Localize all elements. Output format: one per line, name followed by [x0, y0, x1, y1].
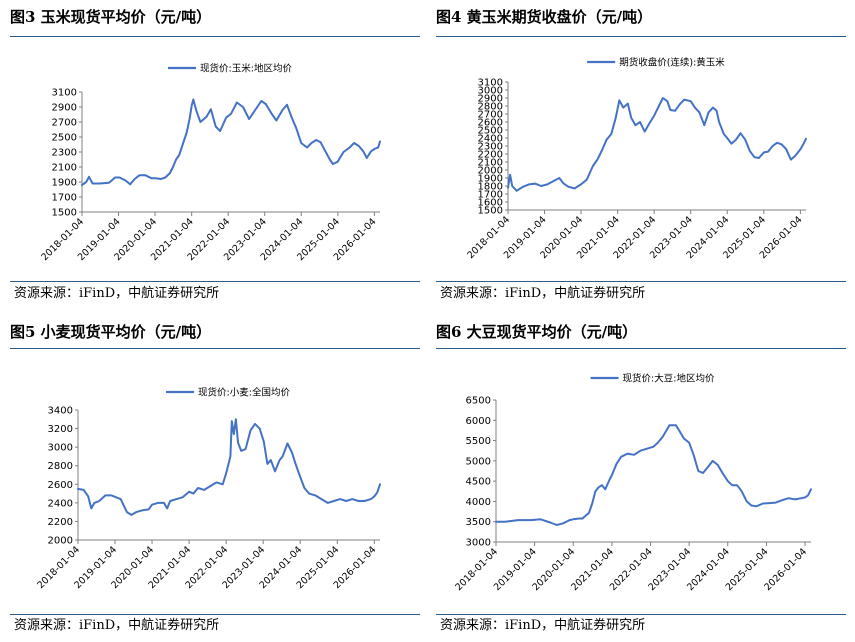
title-rule: [10, 36, 420, 37]
legend-label: 现货价:大豆:地区均价: [623, 373, 715, 385]
y-tick-label: 2000: [478, 166, 503, 177]
y-tick-label: 2800: [48, 461, 73, 472]
y-tick-label: 3200: [48, 424, 73, 435]
y-tick-label: 2300: [52, 148, 77, 159]
chart-panel-corn-futures: 图4 黄玉米期货收盘价（元/吨） 1500 1600 1700 1800 1900 200…: [436, 0, 846, 310]
bottom-rule: [10, 281, 420, 282]
y-tick-label: 5000: [466, 456, 491, 467]
y-tick-label: 1700: [52, 193, 77, 204]
y-tick-label: 3100: [478, 78, 503, 89]
y-tick-label: 2900: [478, 94, 503, 105]
y-tick-label: 1700: [478, 190, 503, 201]
y-tick-label: 6500: [466, 396, 491, 407]
title-rule: [10, 348, 420, 349]
panel-title: 图5 小麦现货平均价（元/吨）: [10, 323, 212, 341]
legend: 现货价:大豆:地区均价: [590, 373, 715, 385]
series-line: [77, 418, 381, 516]
panel-title: 图3 玉米现货平均价（元/吨）: [10, 8, 212, 26]
y-tick-label: 4500: [466, 477, 491, 488]
source-note: 资源来源：iFinD，中航证券研究所: [440, 286, 646, 301]
y-tick-label: 3500: [466, 517, 491, 528]
bottom-rule: [10, 614, 420, 615]
y-tick-label: 1500: [52, 208, 77, 219]
y-tick-label: 2200: [478, 150, 503, 161]
y-tick-label: 4000: [466, 497, 491, 508]
series-line: [507, 97, 807, 192]
legend: 现货价:小麦:全国均价: [166, 387, 290, 399]
legend: 期货收盘价(连续):黄玉米: [587, 57, 725, 69]
y-tick-label: 2000: [48, 536, 73, 547]
bottom-rule: [436, 281, 846, 282]
legend-label: 现货价:小麦:全国均价: [198, 387, 290, 399]
y-tick-label: 2800: [478, 102, 503, 113]
y-tick-label: 2400: [48, 498, 73, 509]
title-rule: [436, 36, 846, 37]
y-tick-label: 2400: [478, 134, 503, 145]
y-tick-label: 5500: [466, 436, 491, 447]
chart-panel-corn-spot: 图3 玉米现货平均价（元/吨） 1500 1700 1900 2100 2300 2500…: [10, 0, 420, 310]
line-chart: 300035004000450050005500600065002018-01-…: [453, 373, 812, 593]
panel-title: 图6 大豆现货平均价（元/吨）: [436, 323, 638, 341]
y-tick-label: 1800: [478, 182, 503, 193]
line-chart: 1500160017001800190020002100220023002400…: [465, 57, 807, 261]
y-tick-label: 3000: [48, 443, 73, 454]
chart-panel-soybean-spot: 图6 大豆现货平均价（元/吨） 3000 3500 4000 4500 5000 5500…: [436, 318, 846, 638]
source-note: 资源来源：iFinD，中航证券研究所: [440, 618, 646, 633]
panel-title: 图4 黄玉米期货收盘价（元/吨）: [436, 8, 653, 26]
bottom-rule: [436, 614, 846, 615]
y-tick-label: 3000: [478, 86, 503, 97]
y-tick-label: 2700: [52, 118, 77, 129]
y-tick-label: 3400: [48, 406, 73, 417]
y-tick-label: 3000: [466, 538, 491, 549]
y-tick-label: 2700: [478, 110, 503, 121]
y-tick-label: 1900: [52, 178, 77, 189]
legend: 现货价:玉米:地区均价: [168, 63, 292, 75]
line-chart: 1500170019002100230025002700290031002018…: [39, 63, 381, 263]
y-tick-label: 2200: [48, 517, 73, 528]
title-rule: [436, 348, 846, 349]
y-tick-label: 2100: [52, 163, 77, 174]
line-chart: 200022002400260028003000320034002018-01-…: [35, 387, 381, 591]
source-note: 资源来源：iFinD，中航证券研究所: [14, 286, 220, 301]
series-line: [81, 98, 381, 186]
y-tick-label: 1500: [478, 206, 503, 217]
y-tick-label: 2600: [48, 480, 73, 491]
chart-panel-wheat-spot: 图5 小麦现货平均价（元/吨） 2000 2200 2400 2600 2800 3000…: [10, 318, 420, 638]
series-line: [495, 424, 812, 526]
y-tick-label: 1600: [478, 198, 503, 209]
legend-label: 现货价:玉米:地区均价: [200, 63, 292, 75]
y-tick-label: 2600: [478, 118, 503, 129]
y-tick-label: 2500: [478, 126, 503, 137]
source-note: 资源来源：iFinD，中航证券研究所: [14, 618, 220, 633]
y-tick-label: 2300: [478, 142, 503, 153]
legend-label: 期货收盘价(连续):黄玉米: [619, 57, 725, 69]
y-tick-label: 1900: [478, 174, 503, 185]
y-tick-label: 6000: [466, 416, 491, 427]
y-tick-label: 3100: [52, 88, 77, 99]
y-tick-label: 2900: [52, 103, 77, 114]
y-tick-label: 2100: [478, 158, 503, 169]
y-tick-label: 2500: [52, 133, 77, 144]
